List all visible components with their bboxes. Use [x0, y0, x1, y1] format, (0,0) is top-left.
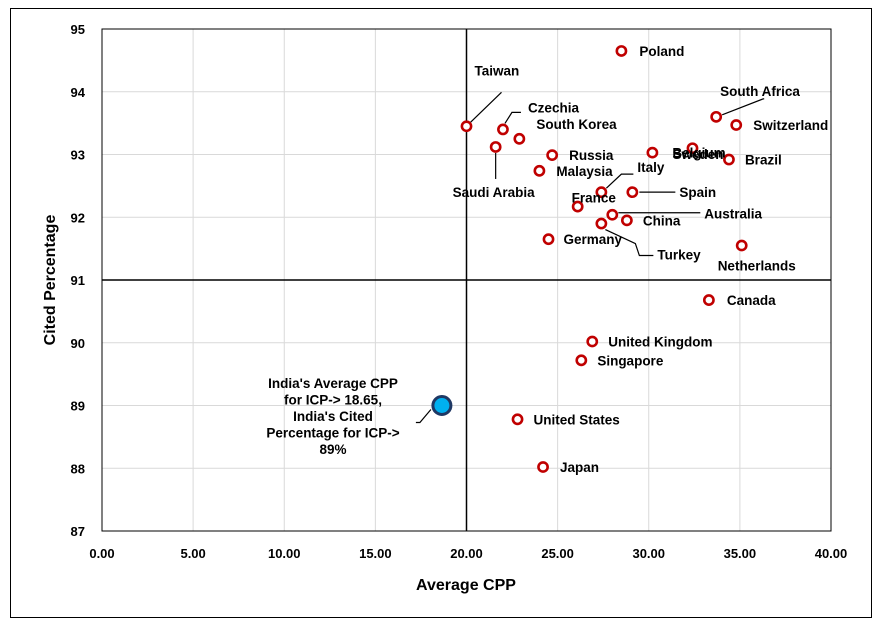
- annotation-line: India's Cited: [293, 409, 373, 424]
- point-label: United Kingdom: [608, 334, 712, 349]
- point-label: United States: [534, 412, 620, 427]
- data-point: [646, 146, 659, 159]
- data-point: [626, 186, 639, 199]
- annotation-line: India's Average CPP: [268, 376, 398, 391]
- point-label: Taiwan: [475, 63, 520, 78]
- x-tick-label: 10.00: [268, 546, 301, 561]
- data-point: [723, 153, 735, 166]
- point-label: France: [572, 191, 617, 206]
- chart-frame: [10, 8, 872, 618]
- x-tick-label: 30.00: [632, 546, 665, 561]
- y-tick-label: 91: [71, 273, 85, 288]
- data-point: [735, 239, 748, 252]
- data-point: [460, 120, 473, 133]
- point-label: Belgium: [672, 146, 725, 161]
- y-axis-title: Cited Percentage: [42, 215, 59, 346]
- leader-line: [470, 91, 502, 123]
- x-tick-label: 25.00: [541, 546, 574, 561]
- annotation-leader: [415, 409, 432, 424]
- data-point: [497, 123, 509, 136]
- y-tick-label: 90: [71, 336, 85, 351]
- point-label: Turkey: [657, 248, 701, 263]
- x-tick-label: 20.00: [450, 546, 483, 561]
- point-label: Czechia: [528, 100, 580, 115]
- highlight-point: [431, 395, 453, 416]
- point-label: South Africa: [720, 84, 800, 99]
- data-point: [513, 132, 526, 145]
- point-label: Italy: [637, 160, 665, 175]
- data-point: [489, 141, 502, 153]
- annotation-line: Percentage for ICP->: [266, 426, 399, 441]
- point-label: Canada: [727, 293, 776, 308]
- x-tick-label: 15.00: [359, 546, 392, 561]
- annotation-line: 89%: [319, 442, 346, 457]
- data-point: [686, 142, 699, 155]
- india-annotation: India's Average CPP for ICP-> 18.65,India…: [266, 376, 453, 457]
- x-tick-label: 40.00: [815, 546, 848, 561]
- point-label: Switzerland: [753, 118, 828, 133]
- point-labels: Poland Taiwan Czechia South Africa Switzerla…: [453, 44, 829, 475]
- x-tick-label: 0.00: [89, 546, 114, 561]
- point-label: China: [643, 213, 681, 228]
- y-tick-label: 93: [71, 148, 85, 163]
- data-point: [575, 354, 588, 367]
- point-label: Poland: [639, 44, 684, 59]
- data-point: [546, 149, 559, 162]
- data-point: [542, 233, 555, 246]
- data-point: [511, 413, 524, 426]
- data-point: [595, 217, 608, 230]
- annotation-line: for ICP-> 18.65,: [284, 393, 382, 408]
- data-point: [537, 461, 549, 473]
- y-tick-label: 89: [71, 399, 85, 414]
- data-point: [571, 200, 584, 213]
- leader-lines: [470, 91, 765, 257]
- data-point: [586, 335, 599, 348]
- x-tick-label: 35.00: [724, 546, 757, 561]
- point-label: Saudi Arabia: [453, 185, 536, 200]
- point-label: Russia: [569, 148, 614, 163]
- point-label: Netherlands: [718, 258, 796, 273]
- point-label: Singapore: [597, 353, 664, 368]
- x-tick-label: 5.00: [180, 546, 205, 561]
- data-points: [460, 45, 748, 473]
- y-tick-label: 88: [71, 461, 85, 476]
- x-axis-title: Average CPP: [416, 577, 516, 594]
- data-point: [710, 110, 723, 123]
- point-label: Brazil: [745, 153, 782, 168]
- point-label: Germany: [564, 232, 623, 247]
- data-point: [615, 45, 628, 57]
- data-point: [533, 164, 546, 177]
- point-label: South Korea: [536, 117, 617, 132]
- data-point: [620, 214, 633, 227]
- point-label: Spain: [679, 185, 716, 200]
- point-label: Japan: [560, 460, 599, 475]
- data-point: [595, 186, 608, 199]
- y-tick-label: 95: [71, 22, 85, 37]
- leader-line: [605, 228, 654, 257]
- data-point: [702, 294, 715, 306]
- point-label: Sweden: [672, 147, 723, 162]
- data-point: [730, 119, 743, 131]
- point-label: Australia: [704, 207, 762, 222]
- leader-line: [605, 173, 634, 189]
- y-tick-label: 87: [71, 524, 85, 539]
- y-tick-label: 94: [71, 85, 86, 100]
- leader-line: [504, 111, 521, 124]
- y-tick-labels: 87 88 89 90 91 92 93 94 95: [71, 22, 86, 539]
- point-label: Malaysia: [556, 164, 613, 179]
- y-tick-label: 92: [71, 210, 85, 225]
- data-point: [606, 208, 619, 221]
- x-tick-labels: 0.00 5.00 10.00 15.00 20.00 25.00 30.00 35.00 40…: [89, 546, 847, 561]
- leader-line: [721, 98, 765, 116]
